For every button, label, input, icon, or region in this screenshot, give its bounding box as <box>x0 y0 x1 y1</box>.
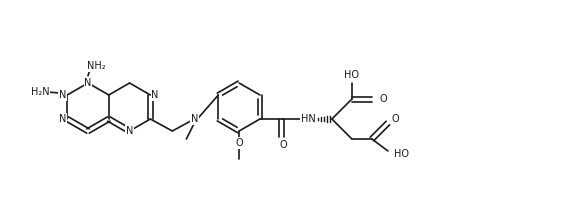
Text: NH₂: NH₂ <box>87 61 105 71</box>
Text: N: N <box>59 114 66 124</box>
Text: O: O <box>380 94 387 104</box>
Text: N: N <box>190 114 198 124</box>
Text: HO: HO <box>394 149 409 159</box>
Text: N: N <box>59 90 66 100</box>
Text: O: O <box>279 140 287 150</box>
Text: HN: HN <box>301 114 316 124</box>
Text: N: N <box>85 78 91 88</box>
Text: O: O <box>392 114 400 124</box>
Text: O: O <box>235 138 243 148</box>
Text: N: N <box>126 126 133 136</box>
Text: HO: HO <box>345 70 360 80</box>
Text: N: N <box>151 90 159 100</box>
Text: H₂N: H₂N <box>31 87 49 97</box>
